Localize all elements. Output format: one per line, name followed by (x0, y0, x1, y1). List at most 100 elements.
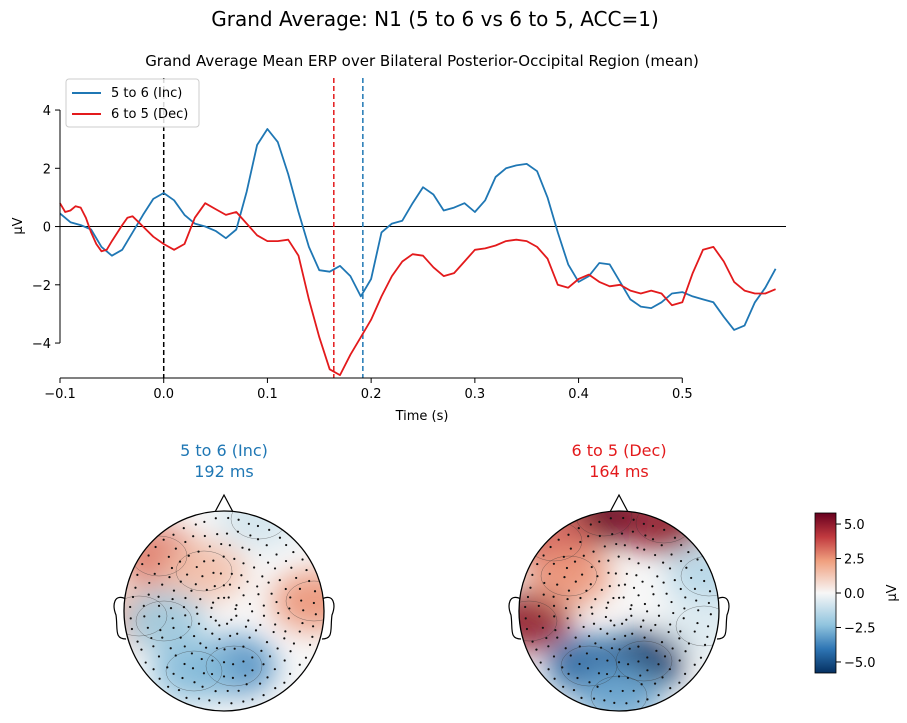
topomap-dec-sensor-dot (607, 571, 610, 574)
topomap-inc-sensor-dot (184, 614, 187, 617)
topomap-inc-sensor-dot (237, 586, 241, 590)
topomap-inc-sensor-dot (256, 538, 260, 541)
topomap-dec-sensor-dot (567, 626, 570, 629)
topomap-inc-sensor-dot (143, 615, 146, 618)
topomap-inc-sensor-dot (275, 553, 278, 556)
topomap-inc-sensor-dot (289, 650, 292, 653)
topomap-inc-sensor-dot (242, 700, 245, 703)
topomap-dec-sensor-dot (596, 575, 599, 578)
topomap-inc-sensor-dot (247, 619, 250, 622)
topomap-inc-sensor-dot (288, 607, 291, 610)
topomap-dec-sensor-dot (637, 594, 640, 597)
topomap-inc-sensor-dot (242, 645, 245, 648)
topomap-inc-sensor-dot (248, 548, 251, 551)
topomap-inc-sensor-dot (237, 689, 240, 692)
topomap-dec-sensor-dot (539, 661, 542, 664)
topomap-inc-sensor-dot (208, 545, 211, 548)
topomap-inc-sensor-dot (190, 652, 194, 655)
topomap-dec-right-ear (716, 596, 730, 640)
colorbar-gradient (814, 512, 837, 674)
topomap-dec-sensor-dot (554, 629, 557, 632)
topomap-inc-sensor-dot (285, 543, 288, 547)
topomap-inc-sensor-dot (201, 575, 204, 578)
topomap-inc-sensor-dot (266, 676, 269, 679)
topomap-dec-sensor-dot (525, 627, 529, 631)
topomap-dec-contour (519, 600, 558, 642)
topomap-inc-sensor-dot (234, 607, 237, 611)
topomap-dec-sensor-dot (708, 590, 712, 593)
topomap-inc-sensor-dot (150, 636, 153, 640)
topomap-dec-sensor-dot (579, 596, 582, 600)
topomap-dec-sensor-dot (623, 544, 626, 547)
topomap-inc-sensor-dot (169, 647, 172, 650)
topomap-inc-sensor-dot (223, 648, 226, 651)
topomap-dec-sensor-dot (707, 601, 710, 605)
topomap-dec-sensor-dot (590, 606, 593, 609)
topomap-inc-sensor-dot (194, 583, 197, 586)
topomap-inc-sensor-dot (213, 585, 216, 588)
topomap-inc-sensor-dot (192, 535, 195, 538)
topomap-inc-sensor-dot (174, 547, 177, 550)
topomap-dec-sensor-dot (542, 554, 545, 557)
topomap-inc-sensor-dot (304, 656, 308, 659)
topomap-inc-blobs (124, 511, 324, 701)
topomap-dec-sensor-dot (572, 688, 576, 692)
topomap-dec-sensor-dot (579, 540, 582, 544)
topomap-dec-sensor-dot (625, 572, 628, 575)
colorbar-ticks: 5.0 2.5 0.0 −2.5 −5.0 (836, 518, 876, 671)
y-tick-label: 4 (43, 104, 51, 119)
topomap-dec-sensor-dot (656, 575, 659, 578)
topomap-inc-sensor-dot (214, 517, 217, 520)
topomap-dec-sensor-dot (661, 676, 664, 679)
topomap-inc-sensor-dot (131, 595, 135, 599)
colorbar-tick-label: −2.5 (844, 621, 876, 636)
topomap-inc-sensor-dot (241, 546, 244, 549)
topomap-dec-scalp-field (519, 511, 719, 711)
topomap-dec-sensor-dot (642, 619, 645, 622)
topomap-dec-sensor-dot (604, 615, 607, 619)
topomap-dec-sensor-dot (648, 566, 651, 569)
topomap-dec-sensor-dot (703, 579, 706, 583)
topomap-inc-sensor-dot (240, 574, 243, 577)
topomap-dec-sensor-dot (606, 632, 609, 635)
topomap-inc-left-ear (113, 596, 127, 640)
topomap-dec-sensor-dot (639, 674, 642, 677)
topomap-inc-sensor-dot (267, 561, 270, 564)
topomap-dec-sensor-dot (652, 593, 655, 596)
topomap-inc-title-line2: 192 ms (194, 462, 254, 481)
topomap-dec-field (508, 493, 730, 712)
topomap-dec-head-outline (518, 510, 720, 712)
topomap-inc-sensor-dot (183, 645, 186, 648)
topomap-dec-sensor-dot (646, 656, 649, 659)
topomap-inc-sensor-dot (200, 657, 203, 661)
topomap-inc-sensor-dot (259, 553, 262, 557)
topomap-dec-sensor-dot (703, 643, 707, 646)
topomap-inc-sensor-dot (152, 668, 155, 671)
topomap-dec-blob (519, 591, 571, 651)
topomap-inc-sensor-dot (284, 630, 287, 633)
topomap-inc-sensor-dot (284, 587, 287, 591)
topomap-inc-sensor-dot (257, 593, 260, 596)
topomap-dec-sensor-dot (567, 672, 570, 675)
topomap-dec-sensor-dot (547, 668, 550, 671)
topomap-inc-sensor-dot (215, 647, 219, 650)
topomap-inc-sensor-dot (290, 566, 293, 569)
topomap-dec-sensor-dot (665, 592, 668, 595)
topomap-dec-sensor-dot (617, 555, 620, 558)
topomap-inc-sensor-dot (311, 635, 314, 638)
topomap-dec-sensor-dot (628, 557, 631, 560)
y-tick-label: 0 (43, 221, 51, 236)
topomap-inc-sensor-dot (273, 567, 277, 570)
topomap-dec-sensor-dot (606, 601, 610, 604)
topomap-dec: 6 to 5 (Dec) 164 ms (508, 441, 730, 712)
topomap-inc-sensor-dot (270, 592, 273, 595)
topomap-inc-sensor-dot (129, 605, 132, 609)
topomap-dec-sensor-dot (670, 553, 673, 556)
x-tick-label: 0.1 (257, 387, 278, 402)
topomap-dec-sensor-dot (529, 586, 532, 589)
topomap-dec-sensor-dot (625, 618, 628, 621)
topomap-dec-sensor-dot (672, 611, 675, 615)
topomap-dec-sensor-dot (678, 659, 681, 662)
topomap-inc-sensor-dot (199, 598, 202, 601)
topomap-dec-sensor-dot (683, 607, 686, 610)
